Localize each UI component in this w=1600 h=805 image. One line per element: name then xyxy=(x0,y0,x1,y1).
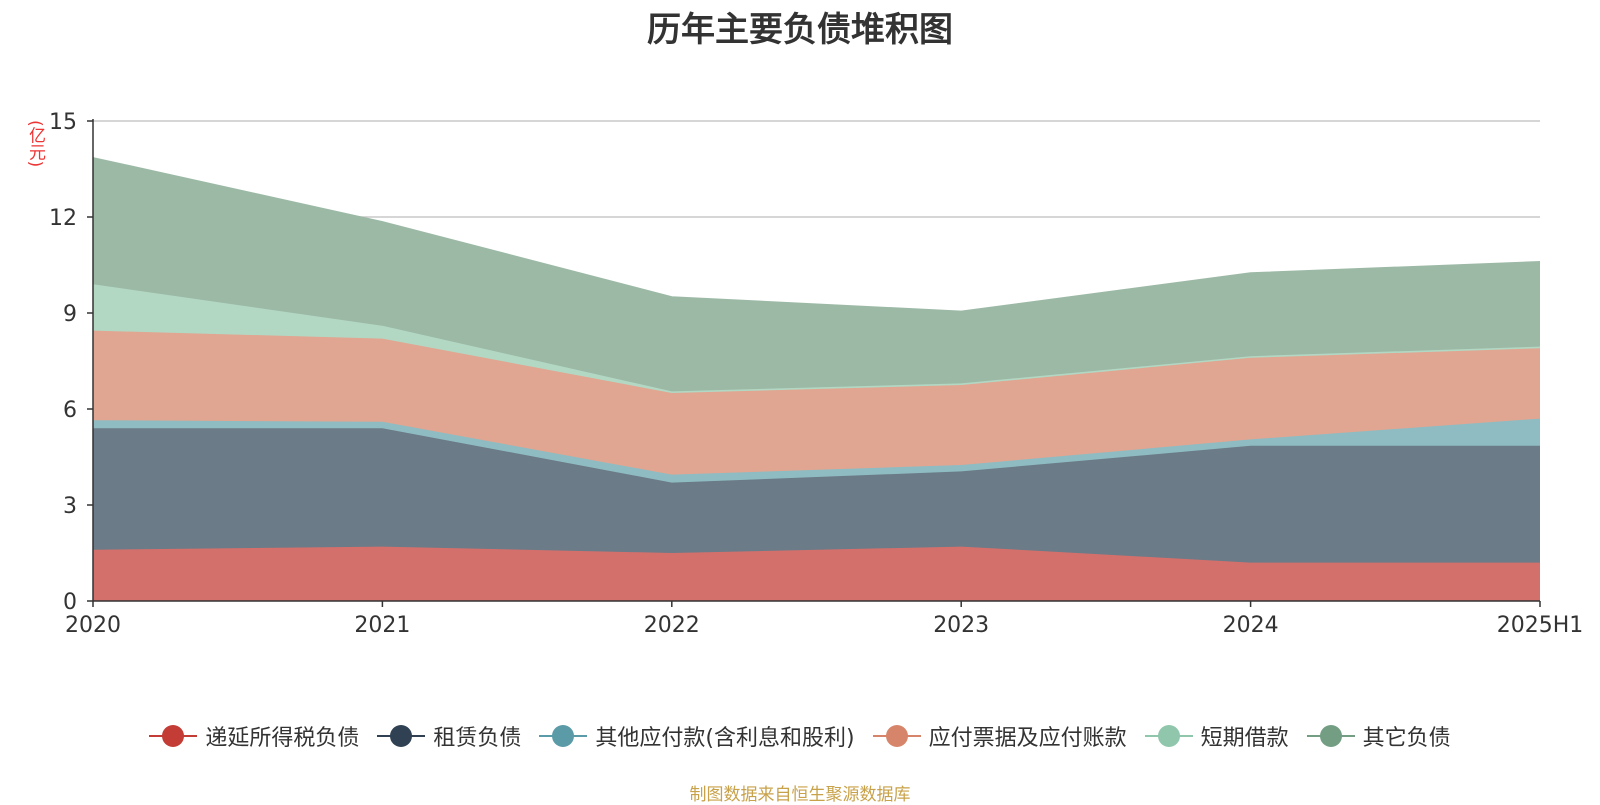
area-series-2 xyxy=(93,428,1540,563)
legend-item[interactable]: 递延所得税负债 xyxy=(149,720,359,752)
y-tick-label: 3 xyxy=(63,494,77,519)
legend-item[interactable]: 短期借款 xyxy=(1144,720,1289,752)
legend: 递延所得税负债 租赁负债 其他应付款(含利息和股利) 应付票据及应付账款 短期借款 其它负… xyxy=(0,718,1600,754)
area-series-4 xyxy=(93,330,1540,475)
legend-label: 递延所得税负债 xyxy=(205,726,360,751)
legend-marker-icon xyxy=(539,725,588,747)
y-tick-label: 0 xyxy=(63,590,77,615)
series-line-6 xyxy=(92,157,1541,313)
axes: 0 3 6 9 12 15 2020 2021 2022 2023 2024 2025H1 xyxy=(49,110,1583,638)
x-tick-label: 2025H1 xyxy=(1497,613,1584,638)
legend-marker-icon xyxy=(1144,725,1193,747)
legend-item[interactable]: 其他应付款(含利息和股利) xyxy=(539,720,855,752)
legend-marker-icon xyxy=(872,725,921,747)
area-series-6 xyxy=(93,157,1540,392)
legend-label: 租赁负债 xyxy=(433,726,522,751)
x-tick-label: 2023 xyxy=(933,613,989,638)
legend-label: 短期借款 xyxy=(1200,726,1289,751)
y-tick-label: 12 xyxy=(49,206,77,231)
legend-item[interactable]: 应付票据及应付账款 xyxy=(872,720,1127,752)
legend-marker-icon xyxy=(149,725,198,747)
legend-label: 应付票据及应付账款 xyxy=(928,726,1127,751)
legend-label: 其他应付款(含利息和股利) xyxy=(595,726,855,751)
legend-marker-icon xyxy=(377,725,426,747)
legend-marker-icon xyxy=(1306,725,1355,747)
y-axis-unit-label: (亿元) xyxy=(25,120,45,168)
area-series xyxy=(92,157,1541,601)
x-tick-label: 2021 xyxy=(354,613,410,638)
y-tick-label: 9 xyxy=(63,302,77,327)
chart-title: 历年主要负债堆积图 xyxy=(647,10,953,50)
x-tick-label: 2022 xyxy=(644,613,700,638)
legend-item[interactable]: 其它负债 xyxy=(1306,720,1451,752)
legend-label: 其它负债 xyxy=(1362,726,1451,751)
x-tick-label: 2024 xyxy=(1223,613,1279,638)
area-series-1 xyxy=(93,546,1540,601)
legend-item[interactable]: 租赁负债 xyxy=(377,720,521,752)
y-tick-label: 6 xyxy=(63,398,77,423)
data-source-note: 制图数据来自恒生聚源数据库 xyxy=(689,785,911,805)
x-tick-label: 2020 xyxy=(65,613,121,638)
area-series-5 xyxy=(93,284,1540,393)
y-tick-label: 15 xyxy=(49,110,77,135)
